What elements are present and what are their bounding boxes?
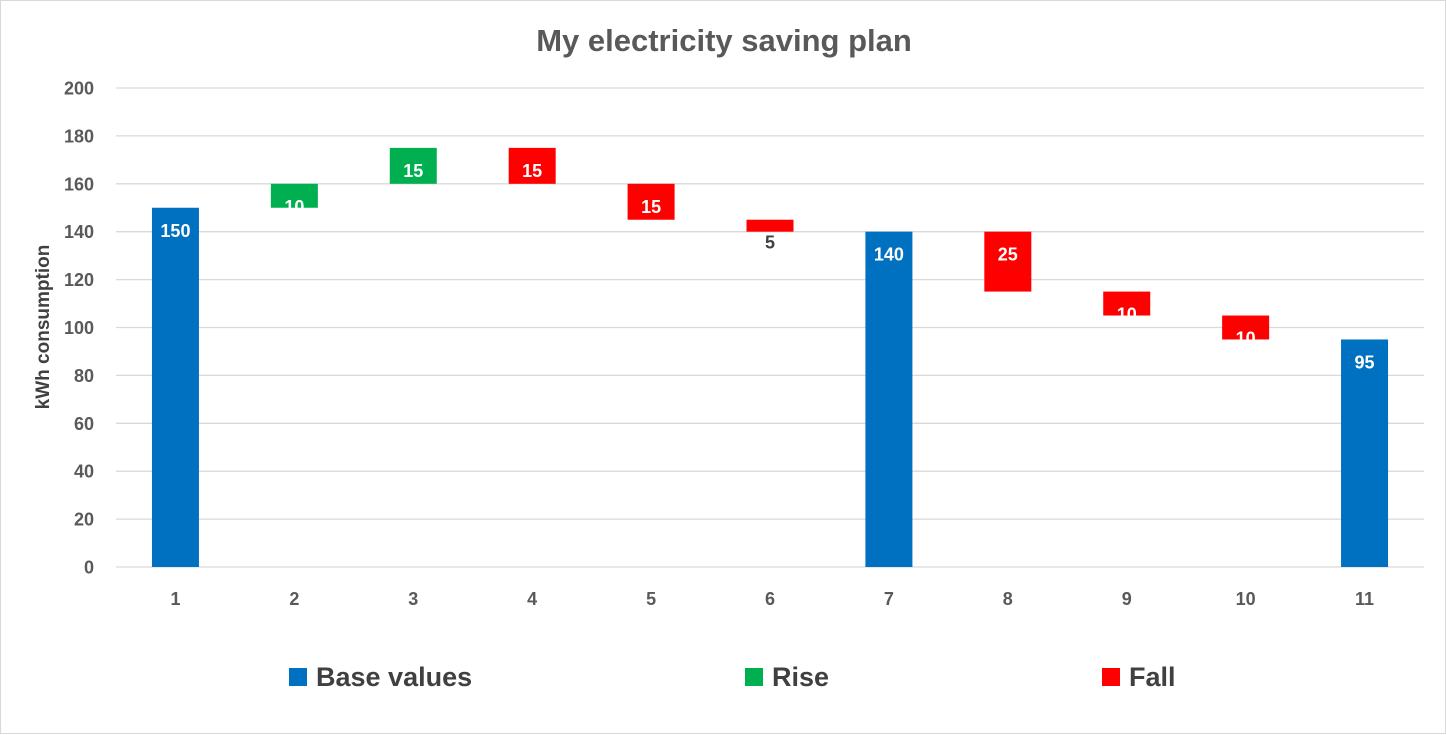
legend-item-base: Base values — [289, 659, 472, 695]
y-tick-label: 80 — [74, 366, 94, 386]
bar-fall — [1103, 291, 1151, 316]
y-tick-label: 60 — [74, 414, 94, 434]
x-tick-label: 1 — [170, 589, 180, 609]
data-label: 10 — [284, 197, 304, 217]
data-label: 5 — [765, 233, 775, 253]
y-tick-label: 180 — [64, 126, 94, 146]
legend-swatch-fall — [1102, 668, 1120, 686]
bar-fall — [1222, 315, 1270, 340]
x-tick-label: 8 — [1003, 589, 1013, 609]
data-label: 95 — [1355, 352, 1375, 372]
data-label: 10 — [1117, 305, 1137, 325]
bar-fall — [508, 147, 556, 184]
bar-fall — [627, 183, 675, 220]
x-tick-label: 11 — [1355, 589, 1374, 609]
bar-rise — [389, 147, 437, 184]
bar-fall — [746, 219, 794, 232]
x-tick-label: 10 — [1236, 589, 1256, 609]
data-label: 15 — [403, 161, 423, 181]
chart-title: My electricity saving plan — [536, 23, 912, 58]
y-tick-label: 20 — [74, 510, 94, 530]
y-tick-label: 160 — [64, 174, 94, 194]
y-tick-label: 100 — [64, 318, 94, 338]
legend-swatch-base — [289, 668, 307, 686]
x-axis-ticks: 1 2 3 4 5 6 7 8 9 10 11 — [170, 589, 1374, 609]
x-tick-label: 4 — [527, 589, 537, 609]
data-label: 25 — [998, 245, 1018, 265]
x-tick-label: 3 — [408, 589, 418, 609]
legend-item-rise: Rise — [745, 659, 829, 695]
y-tick-label: 0 — [84, 558, 94, 578]
legend-item-fall: Fall — [1102, 659, 1176, 695]
x-tick-label: 6 — [765, 589, 775, 609]
bar-base-values — [865, 231, 913, 567]
y-tick-label: 200 — [64, 79, 94, 99]
bar-base-values — [1341, 339, 1389, 567]
y-tick-label: 120 — [64, 270, 94, 290]
x-tick-label: 2 — [289, 589, 299, 609]
y-tick-label: 40 — [74, 462, 94, 482]
x-tick-label: 9 — [1122, 589, 1132, 609]
bar-rise — [270, 183, 318, 208]
data-label: 10 — [1236, 329, 1256, 349]
gridlines — [116, 87, 1424, 568]
data-label: 15 — [641, 197, 661, 217]
data-label: 150 — [160, 221, 190, 241]
bars — [151, 147, 1389, 567]
legend-label-base: Base values — [316, 661, 473, 692]
bar-fall — [984, 231, 1032, 292]
legend: Base values Rise Fall — [1, 659, 1446, 695]
data-labels: 150 10 15 15 15 5 140 25 10 10 95 — [160, 161, 1374, 373]
y-axis-ticks: 0 20 40 60 80 100 120 140 160 180 200 — [64, 79, 94, 578]
bar-base-values — [151, 207, 199, 567]
data-label: 15 — [522, 161, 542, 181]
x-tick-label: 7 — [884, 589, 894, 609]
y-axis-title: kWh consumption — [33, 245, 54, 410]
y-tick-label: 140 — [64, 222, 94, 242]
legend-label-fall: Fall — [1129, 661, 1176, 692]
x-tick-label: 5 — [646, 589, 656, 609]
legend-swatch-rise — [745, 668, 763, 686]
legend-label-rise: Rise — [772, 661, 830, 692]
data-label: 140 — [874, 245, 904, 265]
